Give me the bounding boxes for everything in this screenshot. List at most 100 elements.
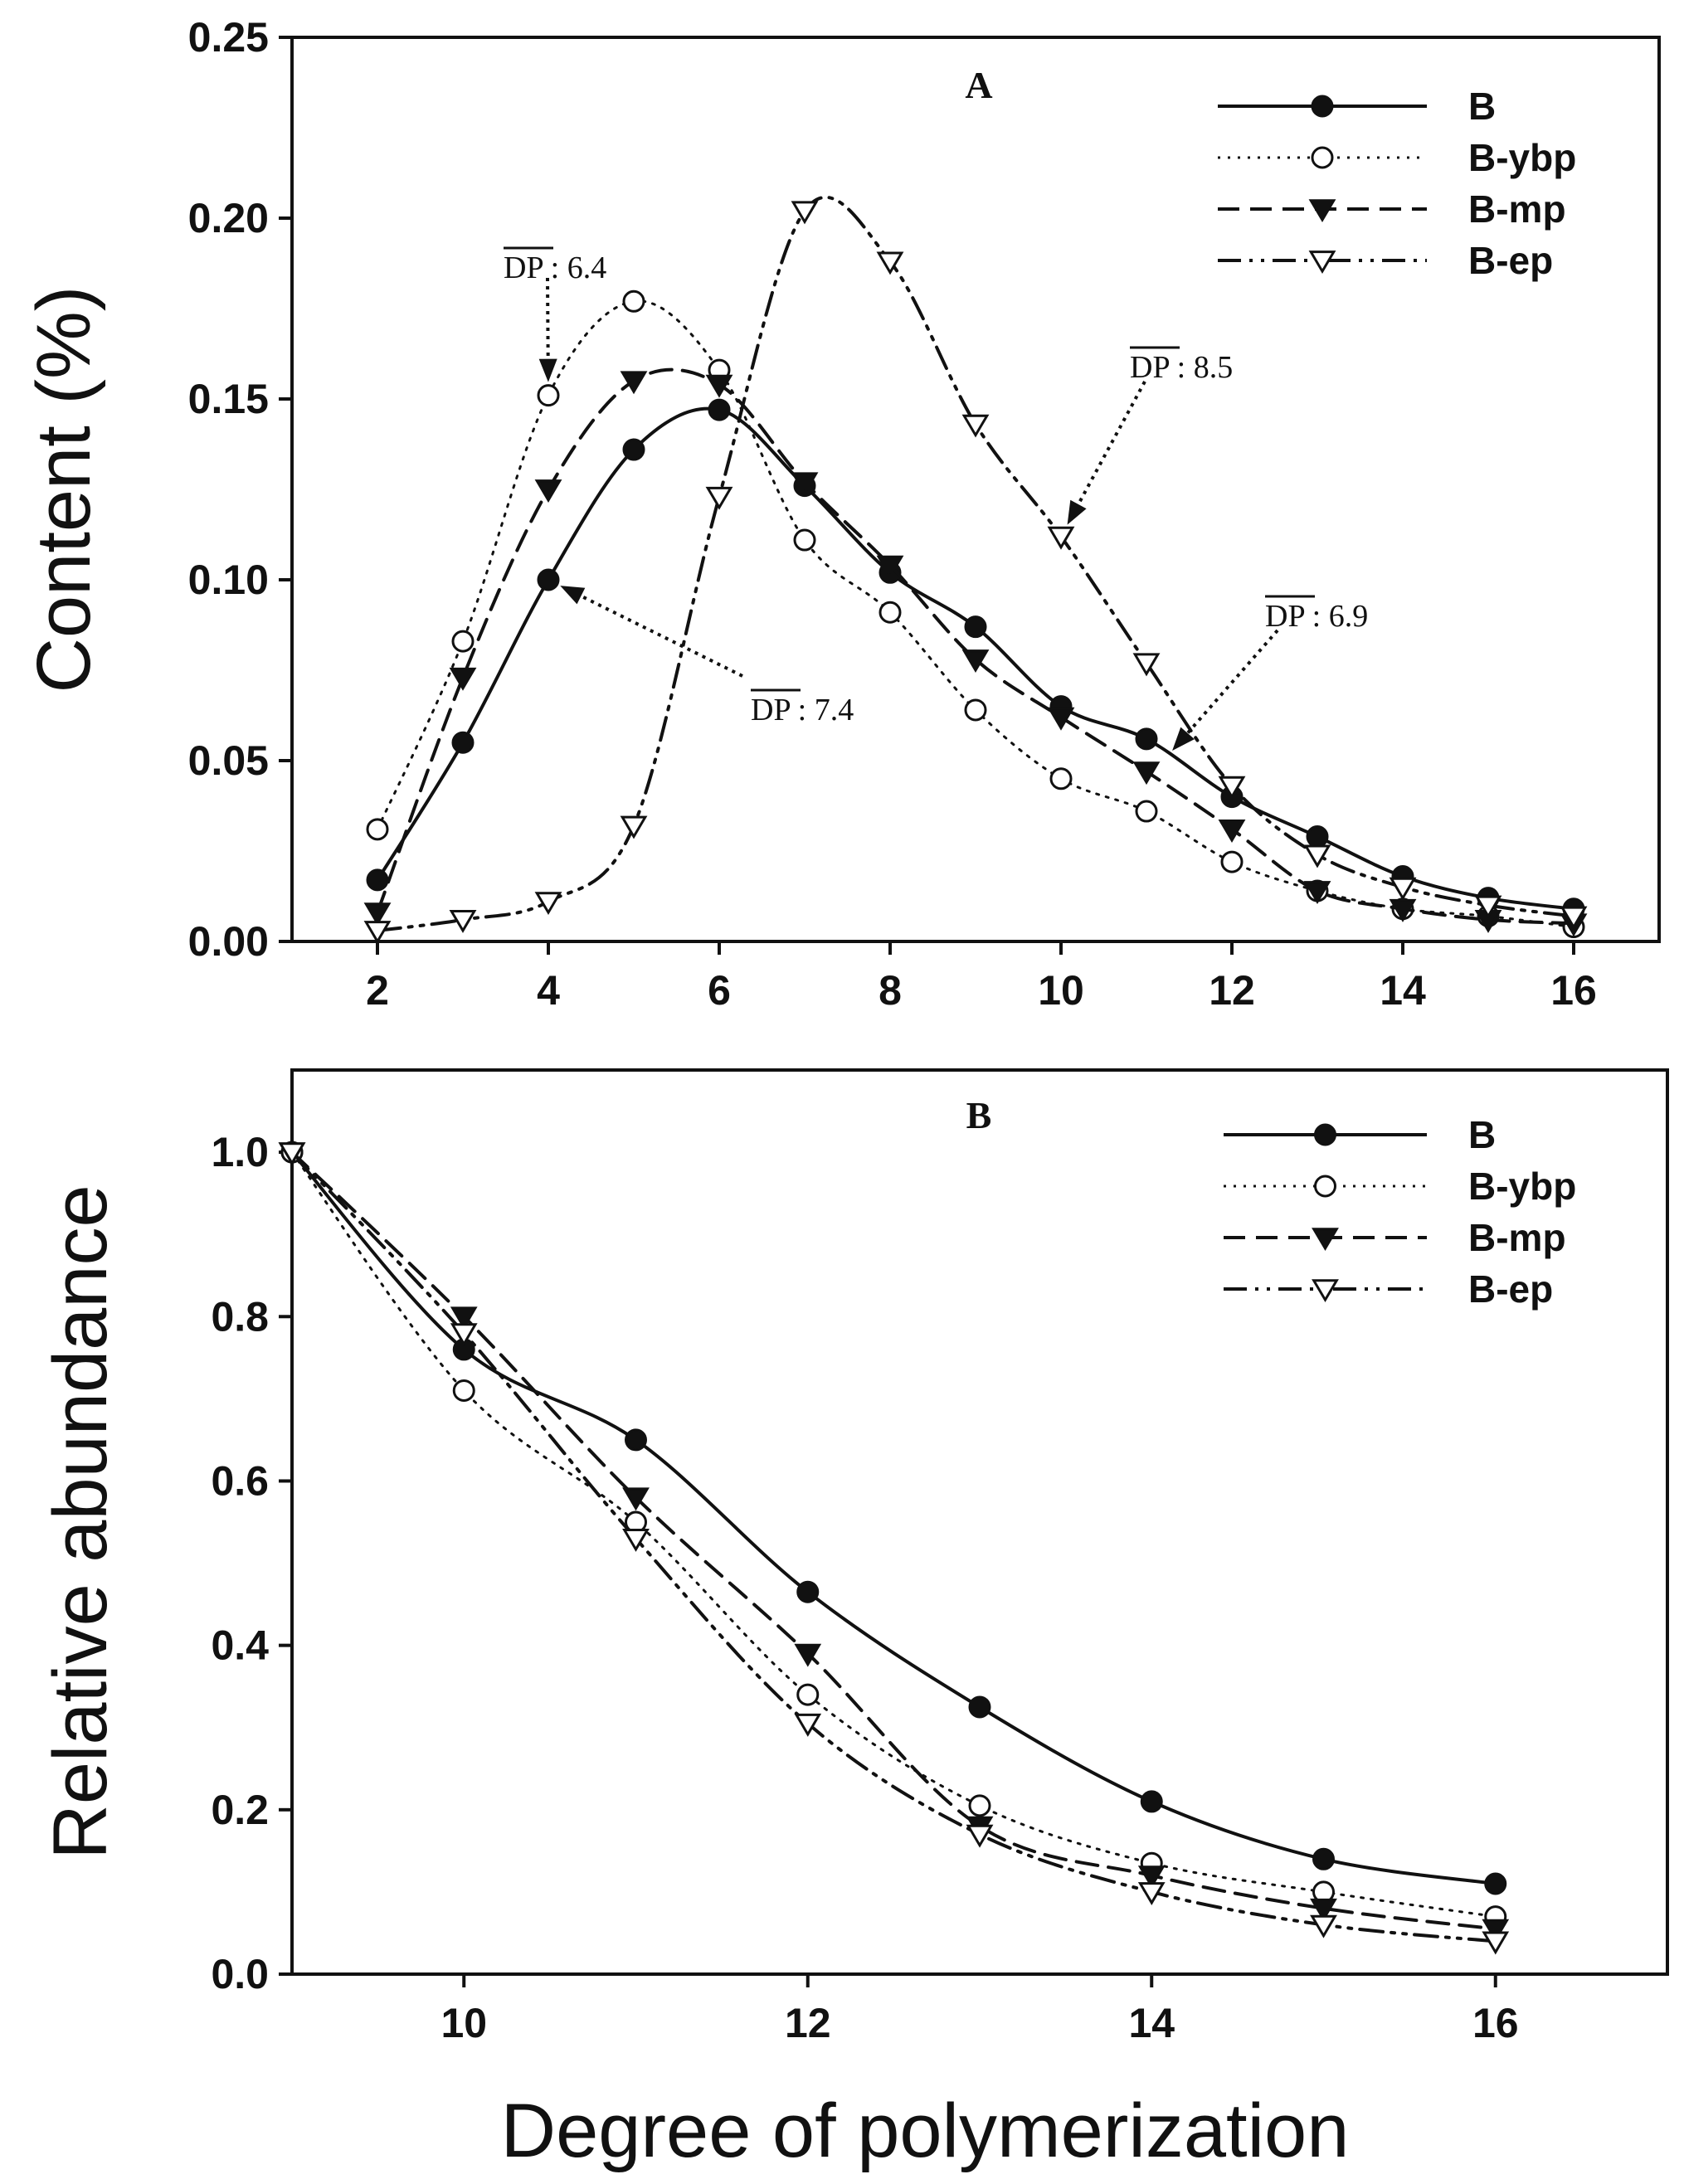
legend: B B-ybp B-mp B-ep [1224, 1113, 1576, 1311]
annotation-dp-symbol: DP [504, 251, 543, 285]
data-point [791, 201, 819, 225]
data-point [622, 438, 645, 461]
y-axis-title: Content (%) [22, 286, 106, 693]
legend-label: B [1468, 85, 1496, 128]
plot-frame [290, 36, 1661, 943]
legend-marker [1312, 1279, 1339, 1303]
data-point [1135, 727, 1158, 751]
data-point [1218, 820, 1246, 843]
y-tick-label: 0.4 [211, 1622, 269, 1669]
panel-letter: B [966, 1094, 992, 1136]
data-point [1220, 850, 1244, 873]
series-line [290, 1150, 1497, 1919]
y-tick-label: 0.20 [188, 195, 269, 241]
panel-a: 0.00 0.05 0.10 0.15 0.20 0.25 2 4 6 8 10 12 14 16 Cont… [22, 14, 1661, 1014]
panel-b: 0.0 0.2 0.4 0.6 0.8 1.0 10 12 14 16 Relative abund… [38, 1068, 1669, 2046]
data-point [622, 1487, 650, 1511]
legend-label: B-mp [1468, 1216, 1566, 1259]
series-b-ybp [280, 1141, 1507, 1929]
annotation-dp-value: : 8.5 [1169, 350, 1233, 385]
series-line [290, 1150, 1497, 1943]
data-point [1312, 1847, 1335, 1870]
data-point [968, 1695, 991, 1719]
data-point [450, 1323, 478, 1347]
data-point [452, 1379, 475, 1402]
data-point [622, 1529, 650, 1552]
series-line [290, 1150, 1497, 1931]
data-point [1310, 1898, 1337, 1922]
series-b-ep [363, 196, 1588, 944]
x-tick-label: 10 [1038, 967, 1084, 1014]
data-point [1474, 895, 1502, 919]
data-point [1218, 776, 1246, 800]
annotation-text: DP : 8.5 [1130, 350, 1233, 385]
y-tick-label: 0.15 [188, 376, 269, 422]
annotation-arrow-shaft [1183, 629, 1279, 738]
series-line [290, 1150, 1497, 1885]
annotation-dp-symbol: DP [751, 693, 790, 727]
annotation-text: DP : 7.4 [751, 693, 854, 727]
data-point [449, 667, 477, 691]
annotation-arrow-shaft [1074, 381, 1146, 510]
annotation-dp-symbol: DP [1265, 599, 1304, 634]
x-tick-label: 14 [1128, 2000, 1175, 2046]
data-point [1135, 800, 1158, 823]
data-point [625, 1428, 647, 1452]
data-point [961, 414, 990, 438]
y-tick-label: 0.10 [188, 557, 269, 603]
data-point [966, 1824, 994, 1848]
data-point [451, 731, 475, 754]
data-point [449, 910, 477, 933]
data-point [705, 374, 733, 398]
data-point [622, 289, 645, 313]
data-point [366, 868, 389, 892]
data-point [620, 371, 648, 395]
series-b-mp [278, 1142, 1510, 1943]
dp-annotation: DP : 6.9 [1172, 595, 1368, 751]
legend-label: B [1468, 1113, 1496, 1156]
data-point [1560, 906, 1588, 930]
data-point [1484, 1872, 1507, 1895]
annotation-arrow-head [560, 586, 586, 605]
data-point [1132, 653, 1161, 677]
data-point [366, 818, 389, 841]
data-point [363, 902, 392, 927]
data-point [1049, 767, 1073, 790]
x-tick-label: 16 [1550, 967, 1597, 1014]
data-point [794, 1713, 822, 1737]
series-b-mp [363, 367, 1588, 937]
data-point [1482, 1931, 1510, 1955]
annotation-dp-symbol: DP [1130, 350, 1169, 385]
data-point [961, 649, 990, 673]
series-line [376, 299, 1575, 929]
legend-marker [1308, 199, 1336, 223]
legend-marker [1314, 1123, 1336, 1146]
dp-annotation: DP : 7.4 [560, 586, 854, 727]
annotation-dp-value: : 6.4 [543, 251, 606, 285]
data-point [278, 1142, 306, 1166]
data-point [879, 601, 902, 624]
y-tick-label: 0.25 [188, 14, 269, 61]
data-point [363, 921, 392, 944]
annotation-arrow-head [1172, 727, 1195, 751]
data-point [794, 1643, 822, 1667]
y-axis-title: Relative abundance [38, 1184, 123, 1859]
data-point [1047, 707, 1075, 731]
series-line [376, 367, 1575, 926]
legend-label: B-ep [1468, 239, 1553, 282]
dp-annotation: DP : 8.5 [1067, 346, 1233, 525]
dp-annotation: DP : 6.4 [504, 246, 606, 382]
data-point [1389, 877, 1417, 901]
data-point [1482, 1919, 1510, 1943]
annotation-dp-value: : 7.4 [790, 693, 854, 727]
data-point [1132, 761, 1161, 786]
data-point [796, 1580, 820, 1603]
data-point [534, 892, 562, 916]
y-tick-label: 0.0 [211, 1951, 269, 1997]
data-point [620, 815, 648, 839]
data-point [964, 698, 987, 722]
data-point [1303, 881, 1331, 905]
data-point [537, 568, 560, 591]
x-tick-label: 2 [366, 967, 389, 1014]
